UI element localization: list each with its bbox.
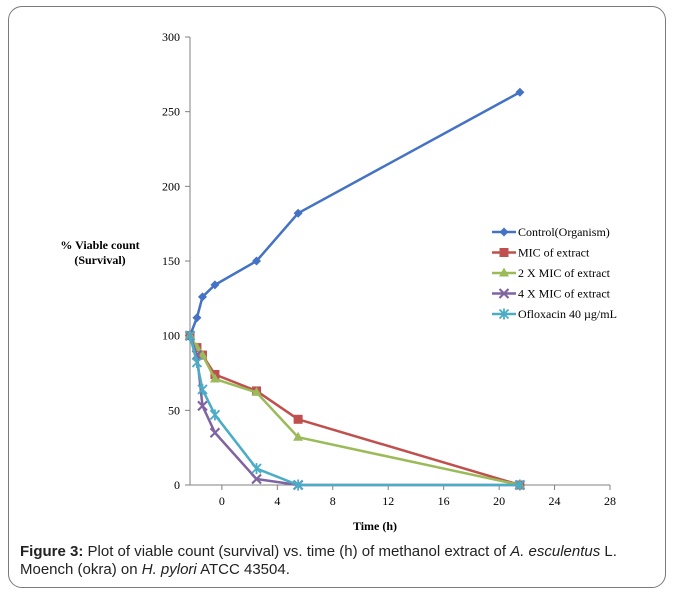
legend-entry: 2 X MIC of extract [518, 266, 611, 280]
series-line-4 [188, 335, 520, 487]
legend-entry: 4 X MIC of extract [518, 287, 611, 301]
series-5-point [197, 383, 208, 395]
caption-text-2: L. Moench (okra) on [20, 543, 617, 578]
series-1-point [252, 256, 262, 266]
series-5-point [184, 330, 196, 342]
series-3-point [209, 373, 220, 383]
legend-marker [499, 248, 509, 257]
series-5-point [191, 357, 203, 369]
x-tick-label: 4 [274, 494, 280, 508]
y-tick-label: 200 [162, 179, 180, 193]
legend-entry: MIC of extract [518, 246, 590, 260]
y-tick-label: 50 [168, 403, 180, 417]
series-2-point [293, 414, 303, 424]
y-tick-label: 250 [162, 105, 180, 119]
series-4-point [209, 427, 221, 439]
legend-entry: Control(Organism) [518, 225, 610, 239]
figure-caption: Figure 3: Plot of viable count (survival… [20, 543, 668, 579]
series-3-point [197, 349, 208, 359]
y-axis-label-line1: % Viable count [60, 238, 140, 252]
x-tick-label: 28 [604, 494, 616, 508]
series-5-point [251, 463, 262, 475]
series-line-3 [188, 335, 521, 487]
chart: 0 50 100 150 200 250 300 0 4 8 12 16 20 24 28 Time (h) C… [162, 30, 617, 533]
legend-marker [498, 288, 510, 299]
x-tick-label: 24 [549, 494, 561, 508]
series-1-point [515, 87, 525, 97]
series-line-2 [188, 335, 521, 487]
caption-label: Figure 3: [20, 543, 84, 560]
x-tick-label: 0 [219, 494, 225, 508]
x-axis-label: Time (h) [353, 519, 397, 533]
y-tick-label: 300 [162, 30, 180, 44]
caption-species: A. esculentus [510, 543, 601, 560]
legend-marker [499, 267, 509, 277]
y-axis-label-line2: (Survival) [74, 253, 126, 267]
y-tick-label: 0 [174, 478, 180, 492]
series-5-point [514, 479, 526, 491]
x-tick-label: 20 [493, 494, 505, 508]
series-1-point [197, 292, 207, 302]
y-tick-label: 150 [162, 254, 180, 268]
caption-text-1: Plot of viable count (survival) vs. time… [83, 543, 511, 560]
series-line-5 [188, 335, 520, 487]
series-4-point [251, 473, 262, 485]
y-axis-label: % Viable count (Survival) [30, 238, 170, 268]
series-1-point [293, 208, 303, 218]
legend-marker [499, 227, 509, 237]
series-line-1 [188, 91, 521, 337]
series-1-point [210, 280, 220, 290]
series-4-point [197, 400, 208, 412]
caption-text-3: ATCC 43504. [196, 561, 290, 578]
figure-frame [8, 6, 666, 588]
y-tick-label: 100 [162, 329, 180, 343]
series-1-point [192, 313, 202, 323]
x-tick-label: 16 [438, 494, 450, 508]
series-5-point [292, 479, 304, 491]
series-5-point [209, 409, 221, 421]
caption-organism: H. pylori [141, 561, 197, 578]
x-tick-label: 12 [382, 494, 394, 508]
legend-entry: Ofloxacin 40 µg/mL [518, 307, 617, 321]
x-tick-label: 8 [330, 494, 336, 508]
legend-marker [498, 308, 510, 320]
series-3-point [251, 386, 262, 396]
series-3-point [293, 431, 304, 441]
